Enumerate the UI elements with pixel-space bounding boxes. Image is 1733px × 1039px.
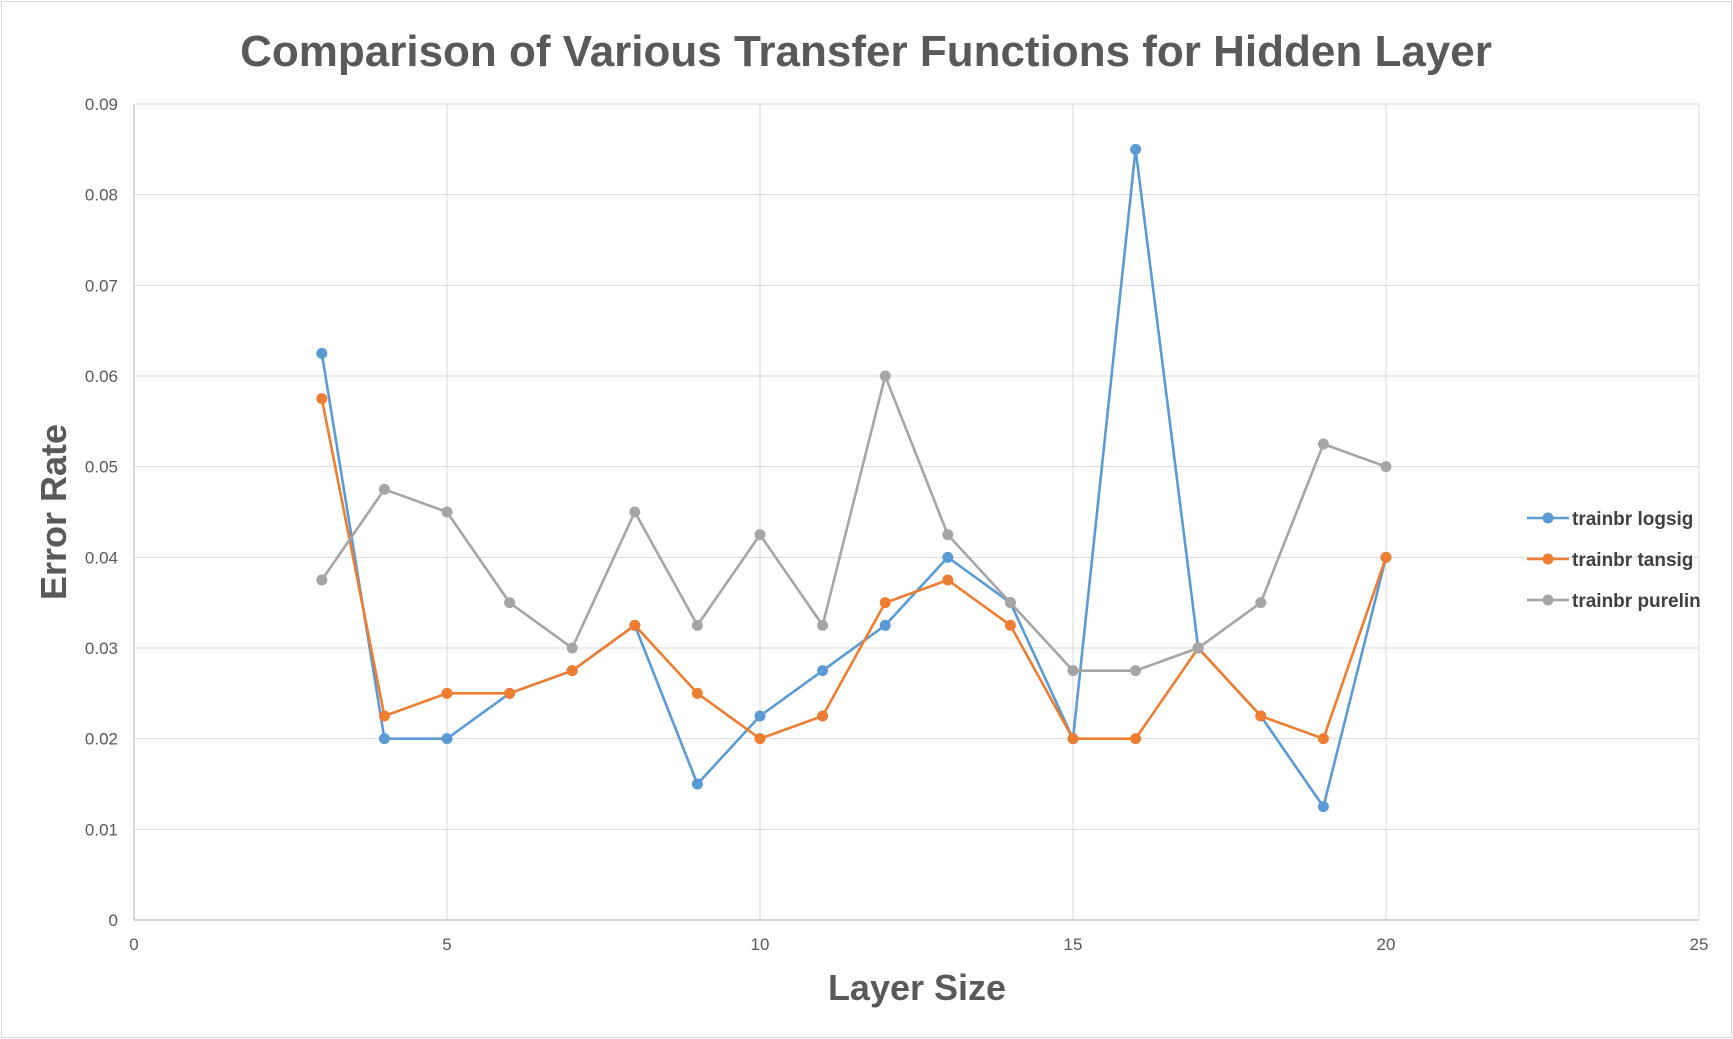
legend-marker xyxy=(1542,553,1554,565)
legend-label: trainbr tansig xyxy=(1572,550,1693,571)
data-point xyxy=(817,619,829,631)
data-point xyxy=(1317,733,1329,745)
legend-marker xyxy=(1542,594,1554,606)
data-point xyxy=(1067,665,1079,677)
x-tick-label: 0 xyxy=(129,935,138,954)
legend-label: trainbr logsig xyxy=(1572,509,1693,530)
data-point xyxy=(441,733,453,745)
data-point xyxy=(754,733,766,745)
y-tick-label: 0.09 xyxy=(85,95,118,114)
data-point xyxy=(1255,597,1267,609)
data-point xyxy=(441,506,453,518)
y-tick-label: 0.02 xyxy=(85,730,118,749)
data-point xyxy=(441,687,453,699)
data-point xyxy=(316,347,328,359)
series-trainbr-purelin xyxy=(316,370,1392,677)
legend-label: trainbr purelin xyxy=(1572,591,1701,612)
tick-labels: 0 0.01 0.02 0.03 0.04 0.05 0.06 0.07 0.08 0.09 0 5 1… xyxy=(85,95,1709,954)
data-point xyxy=(1067,733,1079,745)
data-point xyxy=(1004,597,1016,609)
data-point xyxy=(754,529,766,541)
data-point xyxy=(629,619,641,631)
axes xyxy=(133,104,1699,921)
data-point xyxy=(817,665,829,677)
data-point xyxy=(879,619,891,631)
data-point xyxy=(1255,710,1267,722)
data-point xyxy=(942,551,954,563)
data-point xyxy=(378,710,390,722)
data-series xyxy=(316,143,1392,813)
data-point xyxy=(316,393,328,405)
data-point xyxy=(1317,438,1329,450)
y-tick-label: 0.04 xyxy=(85,548,118,567)
data-point xyxy=(691,778,703,790)
legend: trainbr logsig trainbr tansig trainbr pure… xyxy=(1527,509,1701,612)
series-trainbr-tansig xyxy=(316,393,1392,745)
data-point xyxy=(378,733,390,745)
y-axis-title: Error Rate xyxy=(33,424,74,600)
chart-title: Comparison of Various Transfer Functions… xyxy=(240,27,1492,76)
x-tick-label: 25 xyxy=(1690,935,1709,954)
data-point xyxy=(754,710,766,722)
y-tick-label: 0.05 xyxy=(85,458,118,477)
series-line-trainbr-tansig xyxy=(320,398,1388,741)
data-point xyxy=(1192,642,1204,654)
data-point xyxy=(879,370,891,382)
data-point xyxy=(504,687,516,699)
data-point xyxy=(879,597,891,609)
data-point xyxy=(1380,551,1392,563)
data-point xyxy=(691,687,703,699)
data-point xyxy=(1130,733,1142,745)
data-point xyxy=(1130,143,1142,155)
data-point xyxy=(566,642,578,654)
data-point xyxy=(942,574,954,586)
series-line-trainbr-logsig xyxy=(320,148,1388,809)
data-point xyxy=(629,506,641,518)
y-tick-label: 0.03 xyxy=(85,639,118,658)
y-tick-label: 0 xyxy=(109,911,118,930)
x-tick-label: 15 xyxy=(1064,935,1083,954)
x-tick-label: 10 xyxy=(751,935,770,954)
x-tick-label: 5 xyxy=(442,935,451,954)
data-point xyxy=(316,574,328,586)
data-point xyxy=(942,529,954,541)
legend-marker xyxy=(1542,512,1554,524)
y-tick-label: 0.06 xyxy=(85,367,118,386)
data-point xyxy=(691,619,703,631)
legend-item-trainbr-tansig: trainbr tansig xyxy=(1527,550,1693,571)
data-point xyxy=(1317,801,1329,813)
y-tick-label: 0.01 xyxy=(85,820,118,839)
y-tick-label: 0.07 xyxy=(85,276,118,295)
data-point xyxy=(504,597,516,609)
x-tick-label: 20 xyxy=(1377,935,1396,954)
y-tick-label: 0.08 xyxy=(85,186,118,205)
data-point xyxy=(1380,461,1392,473)
legend-item-trainbr-logsig: trainbr logsig xyxy=(1527,509,1693,530)
data-point xyxy=(566,665,578,677)
data-point xyxy=(378,483,390,495)
data-point xyxy=(817,710,829,722)
legend-item-trainbr-purelin: trainbr purelin xyxy=(1527,591,1701,612)
data-point xyxy=(1004,619,1016,631)
series-trainbr-logsig xyxy=(316,143,1392,813)
series-line-trainbr-purelin xyxy=(320,374,1387,673)
data-point xyxy=(1130,665,1142,677)
x-axis-title: Layer Size xyxy=(828,967,1006,1008)
